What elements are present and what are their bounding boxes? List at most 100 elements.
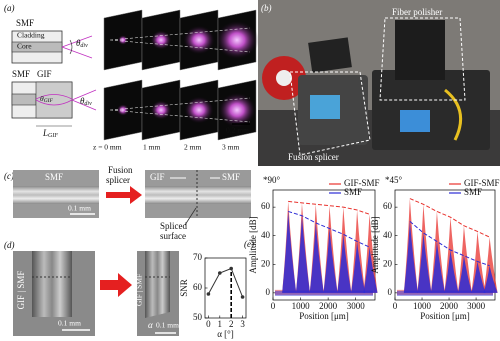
envelope bbox=[409, 221, 490, 267]
fiber bbox=[145, 186, 251, 204]
label: GIF bbox=[37, 69, 52, 79]
echo-burst bbox=[483, 237, 498, 293]
beam-spot bbox=[215, 20, 259, 60]
y-tick-label: 0 bbox=[266, 287, 271, 297]
envelope bbox=[288, 200, 370, 215]
label: SMF bbox=[45, 172, 63, 182]
y-tick-label: 70 bbox=[193, 252, 203, 262]
echo-burst bbox=[295, 215, 310, 293]
data-point bbox=[240, 295, 245, 299]
x-axis-label: Position [μm] bbox=[299, 311, 349, 321]
label: θGIF bbox=[40, 94, 53, 105]
subscript: GIF bbox=[48, 133, 58, 139]
y-axis-label: SNR bbox=[179, 279, 189, 297]
echo-burst bbox=[457, 255, 472, 293]
beam-spot bbox=[150, 30, 172, 50]
label: Fusion bbox=[108, 165, 133, 175]
beam-spot bbox=[183, 96, 215, 124]
y-tick-label: 60 bbox=[383, 201, 393, 211]
panel-label: (e) bbox=[244, 239, 254, 249]
label: SMF bbox=[16, 18, 34, 28]
fiber-schematic bbox=[11, 30, 93, 64]
echo-burst bbox=[282, 211, 297, 293]
panel-label: (a) bbox=[4, 3, 15, 13]
subscript: div bbox=[80, 43, 88, 49]
legend-label: GIF-SMF bbox=[464, 178, 500, 188]
echo-burst bbox=[483, 265, 498, 293]
x-tick-label: 2000 bbox=[319, 301, 338, 311]
label: θdiv bbox=[76, 38, 88, 49]
beam-spot bbox=[182, 25, 216, 55]
x-tick-label: 1 bbox=[218, 319, 223, 329]
noise-band bbox=[397, 290, 493, 296]
panel-label: (c) bbox=[4, 171, 14, 181]
label: 1 mm bbox=[143, 143, 160, 152]
guide bbox=[109, 97, 251, 123]
y-tick-label: 40 bbox=[383, 230, 393, 240]
echo-burst bbox=[363, 247, 378, 293]
subscript: GIF bbox=[44, 98, 54, 104]
chart-title: *45° bbox=[385, 175, 403, 185]
label: GIF | SMF bbox=[135, 274, 144, 306]
pointer bbox=[184, 207, 197, 226]
x-tick-label: 2 bbox=[229, 319, 234, 329]
data-point bbox=[218, 271, 222, 275]
x-axis-label: Position [μm] bbox=[420, 311, 470, 321]
y-tick-label: 40 bbox=[261, 230, 271, 240]
data-line bbox=[207, 267, 244, 298]
echo-burst bbox=[444, 250, 459, 293]
y-tick-label: 0 bbox=[388, 287, 393, 297]
y-tick-label: 20 bbox=[261, 258, 271, 268]
label: splicer bbox=[106, 175, 130, 185]
label: Core bbox=[17, 42, 32, 51]
beam-spot bbox=[150, 100, 172, 120]
guide bbox=[109, 27, 251, 53]
x-tick-label: 0 bbox=[271, 301, 276, 311]
label: Spliced bbox=[160, 221, 187, 231]
y-tick-label: 60 bbox=[261, 201, 271, 211]
y-axis-label: Amplitude [dB] bbox=[248, 216, 258, 273]
legend-label: SMF bbox=[344, 187, 362, 197]
y-tick-label: 50 bbox=[193, 312, 203, 322]
label: 2 mm bbox=[184, 143, 201, 152]
symbol: L bbox=[42, 128, 48, 138]
label: SMF bbox=[12, 69, 30, 79]
fiber bbox=[13, 186, 99, 204]
envelope bbox=[288, 210, 370, 248]
panel-label: (b) bbox=[261, 3, 272, 13]
scale-label: 0.1 mm bbox=[58, 319, 81, 328]
scale-label: 0.1 mm bbox=[68, 204, 91, 213]
plot-frame bbox=[394, 189, 496, 301]
label: GIF | SMF bbox=[16, 271, 26, 310]
label: LGIF bbox=[42, 128, 58, 139]
x-tick-label: 0 bbox=[393, 301, 398, 311]
label: 3 mm bbox=[222, 143, 239, 152]
x-tick-label: 3000 bbox=[347, 301, 366, 311]
echo-burst bbox=[417, 232, 432, 293]
echo-burst bbox=[309, 222, 324, 293]
x-tick-label: 3000 bbox=[467, 301, 486, 311]
label: z = 0 mm bbox=[93, 143, 122, 152]
x-tick-label: 1000 bbox=[413, 301, 432, 311]
noise-band bbox=[275, 290, 373, 296]
legend-label: GIF-SMF bbox=[344, 178, 380, 188]
fiber bbox=[32, 251, 72, 317]
echo-burst bbox=[471, 261, 486, 293]
scale-label: 0.2 mm bbox=[226, 126, 249, 135]
arrow bbox=[106, 186, 142, 204]
label: GIF bbox=[150, 172, 165, 182]
label: surface bbox=[160, 231, 186, 241]
data-point bbox=[229, 266, 233, 271]
x-tick-label: 0 bbox=[206, 319, 211, 329]
gif-schematic bbox=[11, 81, 97, 127]
x-tick-label: 1000 bbox=[292, 301, 311, 311]
label: Cladding bbox=[17, 31, 45, 40]
envelope bbox=[409, 198, 490, 238]
y-axis-label: Amplitude [dB] bbox=[370, 216, 380, 273]
symbol: θ bbox=[40, 94, 44, 103]
label: Fusion splicer bbox=[288, 152, 339, 162]
arrow bbox=[100, 273, 132, 297]
y-tick-label: 20 bbox=[383, 258, 393, 268]
label: SMF bbox=[222, 172, 240, 182]
